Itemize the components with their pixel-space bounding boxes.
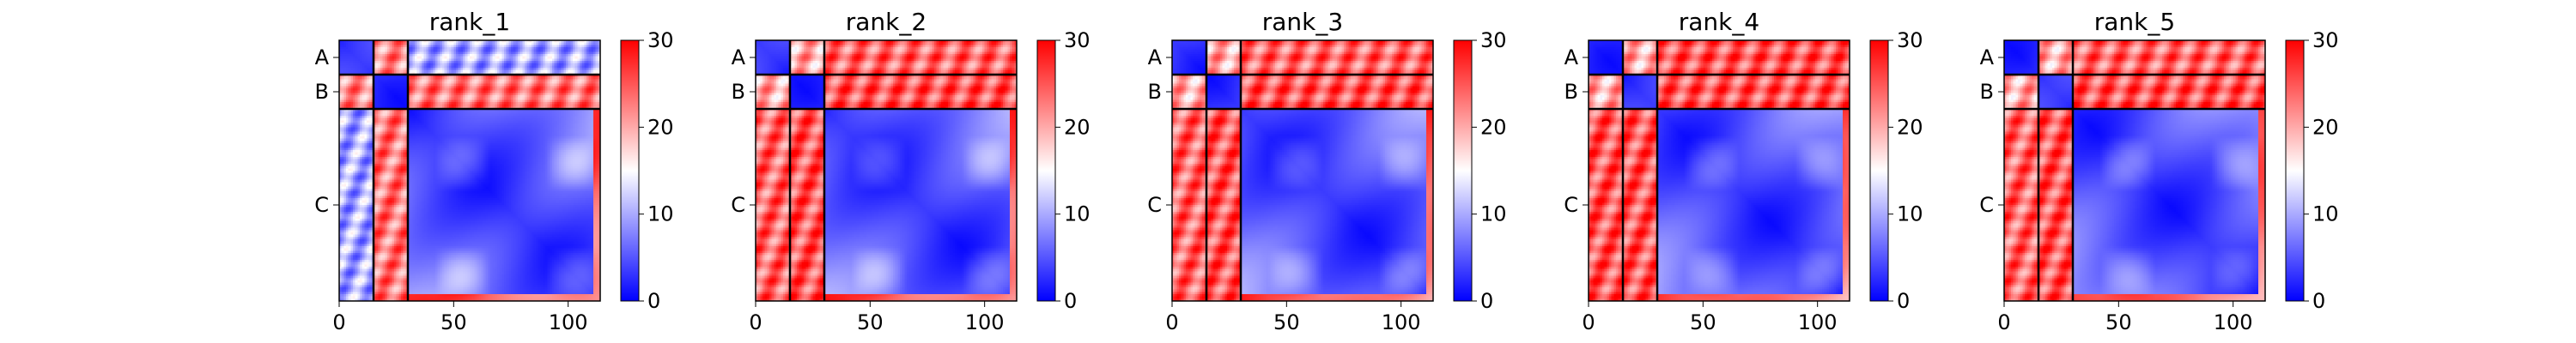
panel-title: rank_2 [846,8,927,36]
panel-title: rank_1 [429,8,510,36]
colorbar-tick-label: 10 [1480,202,1507,226]
colorbar-tick-label: 0 [2312,289,2325,313]
chain-label: B [732,80,745,104]
x-tick-label: 50 [2105,310,2132,334]
chain-label: C [1979,193,1994,217]
colorbar-tick-label: 30 [1480,28,1507,52]
heatmap-cells [2004,40,2265,301]
x-tick-label: 100 [1382,310,1421,334]
colorbar [1870,40,1888,301]
panel-title: rank_3 [1262,8,1343,36]
chain-label: B [1564,80,1578,104]
x-tick-label: 100 [549,310,588,334]
chain-label: C [314,193,329,217]
colorbar-tick-label: 0 [647,289,660,313]
x-tick-label: 100 [1798,310,1838,334]
colorbar-tick-label: 0 [1064,289,1077,313]
panel-rank_1: rank_1 AB C 0 50 100 0 10 20 30 [314,8,673,334]
panel-rank_2: rank_2 AB C 0 50 100 0 10 20 30 [731,8,1090,334]
heatmap-cells [339,40,600,301]
panel-rank_3: rank_3 AB C 0 50 100 0 10 20 30 [1147,8,1506,334]
colorbar-tick-label: 0 [1480,289,1493,313]
x-tick-label: 50 [1273,310,1300,334]
colorbar-tick-label: 30 [647,28,674,52]
chain-label: C [1564,193,1578,217]
colorbar-tick-label: 20 [1064,115,1091,139]
chain-label: A [315,45,330,69]
heatmap-cells [1589,40,1850,301]
x-tick-label: 50 [1690,310,1716,334]
x-tick-label: 0 [1582,310,1595,334]
colorbar-tick-label: 30 [1897,28,1923,52]
panel-title: rank_4 [1679,8,1759,36]
chain-label: C [731,193,745,217]
colorbar-tick-label: 20 [1480,115,1507,139]
panel-rank_5: rank_5 AB C 0 50 100 0 10 20 30 [1979,8,2338,334]
chain-label: A [1148,45,1163,69]
colorbar-tick-label: 10 [1897,202,1923,226]
colorbar-tick-label: 20 [1897,115,1923,139]
colorbar-tick-label: 10 [2312,202,2339,226]
chain-label: C [1147,193,1162,217]
colorbar [2286,40,2304,301]
colorbar-tick-label: 10 [1064,202,1091,226]
panel-title: rank_5 [2094,8,2175,36]
colorbar-tick-label: 20 [2312,115,2339,139]
heatmap-cells [1172,40,1433,301]
chain-label: A [1564,45,1579,69]
x-tick-label: 100 [2214,310,2253,334]
x-tick-label: 0 [1997,310,2010,334]
colorbar-tick-label: 30 [1064,28,1091,52]
x-tick-label: 0 [749,310,762,334]
colorbar [1037,40,1055,301]
colorbar-tick-label: 10 [647,202,674,226]
heatmap-cells [756,40,1017,301]
colorbar-tick-label: 30 [2312,28,2339,52]
chain-label: B [315,80,329,104]
chain-label: B [1980,80,1994,104]
panel-rank_4: rank_4 AB C 0 50 100 0 10 20 30 [1564,8,1923,334]
chain-label: B [1148,80,1162,104]
x-tick-label: 0 [332,310,345,334]
colorbar-tick-label: 0 [1897,289,1910,313]
x-tick-label: 100 [965,310,1005,334]
x-tick-label: 0 [1165,310,1178,334]
colorbar [1454,40,1472,301]
chain-label: A [1980,45,1995,69]
x-tick-label: 50 [440,310,467,334]
x-tick-label: 50 [857,310,884,334]
colorbar-tick-label: 20 [647,115,674,139]
colorbar [621,40,639,301]
chain-label: A [732,45,746,69]
